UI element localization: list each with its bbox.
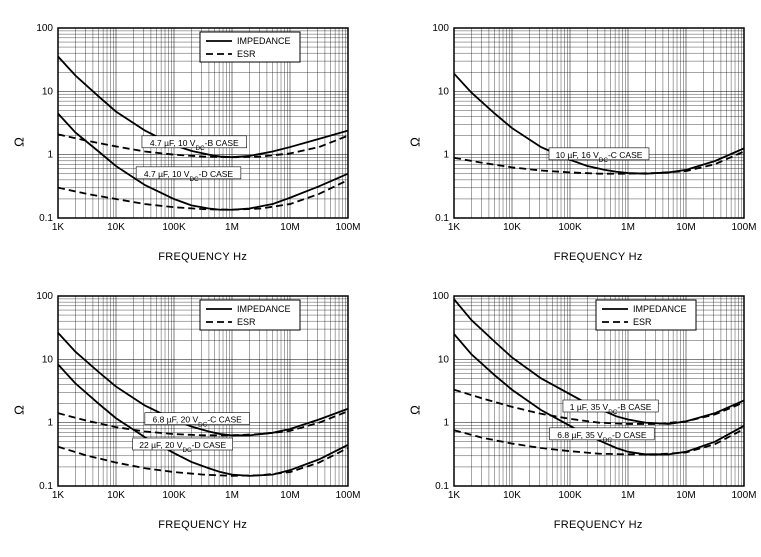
svg-text:10M: 10M [676,222,695,233]
chart-panel: Ω1K10K100K1M10M100M0.11101006.8 µF, 20 V… [20,288,386,531]
svg-text:IMPEDANCE: IMPEDANCE [237,304,291,314]
svg-text:10M: 10M [280,490,299,501]
y-axis-label: Ω [407,137,422,147]
svg-text:100M: 100M [335,222,360,233]
svg-text:1K: 1K [447,222,460,233]
svg-text:0.1: 0.1 [39,213,53,224]
svg-text:1M: 1M [225,222,239,233]
x-axis-label: FREQUENCY Hz [416,251,761,263]
svg-text:10K: 10K [107,490,125,501]
svg-text:ESR: ESR [237,317,256,327]
plot-svg: 1K10K100K1M10M100M0.11101006.8 µF, 20 VD… [20,288,360,513]
svg-text:100M: 100M [731,490,756,501]
svg-text:10: 10 [437,86,449,97]
svg-text:10: 10 [437,354,449,365]
svg-text:1M: 1M [621,490,635,501]
chart-panel: Ω1K10K100K1M10M100M0.11101001 µF, 35 VDC… [416,288,761,531]
svg-text:10M: 10M [280,222,299,233]
svg-text:100: 100 [432,23,449,34]
svg-text:0.1: 0.1 [435,213,449,224]
svg-text:10: 10 [42,86,54,97]
svg-text:IMPEDANCE: IMPEDANCE [633,304,687,314]
plot-svg: 1K10K100K1M10M100M0.111010010 µF, 16 VDC… [416,20,756,245]
svg-text:100M: 100M [731,222,756,233]
chart-panel: Ω1K10K100K1M10M100M0.111010010 µF, 16 VD… [416,20,761,263]
chart-panel: Ω1K10K100K1M10M100M0.11101004.7 µF, 10 V… [20,20,386,263]
svg-text:0.1: 0.1 [39,481,53,492]
x-axis-label: FREQUENCY Hz [20,519,386,531]
x-axis-label: FREQUENCY Hz [416,519,761,531]
svg-text:10K: 10K [503,490,521,501]
svg-text:100K: 100K [558,490,582,501]
plot-svg: 1K10K100K1M10M100M0.11101004.7 µF, 10 VD… [20,20,360,245]
svg-text:1M: 1M [225,490,239,501]
y-axis-label: Ω [11,137,26,147]
svg-text:100M: 100M [335,490,360,501]
legend: IMPEDANCE ESR [596,300,696,330]
y-axis-label: Ω [11,405,26,415]
svg-text:10M: 10M [676,490,695,501]
svg-text:1M: 1M [621,222,635,233]
svg-text:100: 100 [36,291,53,302]
svg-text:1K: 1K [52,490,65,501]
svg-text:ESR: ESR [237,49,256,59]
y-axis-label: Ω [407,405,422,415]
svg-text:100K: 100K [162,490,186,501]
svg-text:100K: 100K [162,222,186,233]
svg-text:100: 100 [432,291,449,302]
plot-svg: 1K10K100K1M10M100M0.11101001 µF, 35 VDC-… [416,288,756,513]
svg-text:0.1: 0.1 [435,481,449,492]
svg-text:1: 1 [47,418,53,429]
svg-text:10K: 10K [107,222,125,233]
legend: IMPEDANCE ESR [200,300,300,330]
svg-text:1K: 1K [52,222,65,233]
svg-text:10: 10 [42,354,54,365]
svg-text:1: 1 [443,418,449,429]
svg-text:1K: 1K [447,490,460,501]
svg-text:1: 1 [47,150,53,161]
svg-text:100: 100 [36,23,53,34]
svg-text:ESR: ESR [633,317,652,327]
svg-text:1: 1 [443,150,449,161]
svg-text:100K: 100K [558,222,582,233]
chart-grid: Ω1K10K100K1M10M100M0.11101004.7 µF, 10 V… [20,20,761,531]
legend: IMPEDANCE ESR [200,32,300,62]
svg-text:IMPEDANCE: IMPEDANCE [237,36,291,46]
svg-text:10K: 10K [503,222,521,233]
x-axis-label: FREQUENCY Hz [20,251,386,263]
